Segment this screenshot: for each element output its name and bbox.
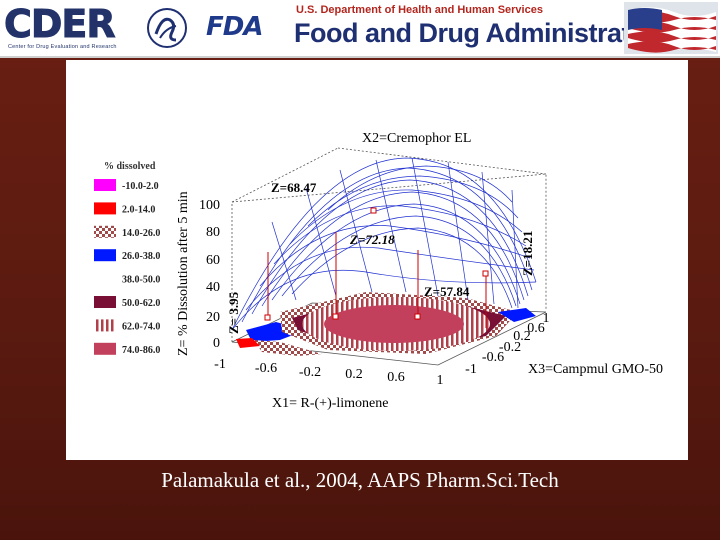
z-tick-label: 40 [206, 280, 220, 295]
legend-swatch [94, 179, 116, 191]
contour-red-left [236, 338, 260, 348]
z-tick-label: 0 [213, 336, 220, 351]
z-tick-label: 80 [206, 225, 220, 240]
z-ticks: 0 20 40 60 80 100 [199, 198, 220, 351]
x-tick-label: -0.6 [255, 361, 277, 376]
drop-lines [267, 232, 487, 328]
citation-caption: Palamakula et al., 2004, AAPS Pharm.Sci.… [161, 468, 559, 492]
x-ticks: -1 -0.6 -0.2 0.2 0.6 1 [214, 357, 443, 388]
y-tick-label: 0.2 [513, 329, 531, 344]
y-tick-label: -0.2 [499, 340, 521, 355]
y-tick-label: -1 [465, 362, 477, 377]
x-tick-label: 0.6 [387, 370, 405, 385]
legend-swatch [94, 249, 116, 262]
legend-swatch [94, 296, 116, 308]
legend-swatch [94, 319, 116, 332]
floor-contours [236, 292, 536, 356]
y-tick-label: 0.6 [527, 321, 545, 336]
annotation-z-18-21: Z=18.21 [520, 231, 535, 276]
cder-logo-text: CDER [4, 2, 117, 47]
legend-swatch [94, 273, 116, 285]
contour-center [324, 305, 464, 343]
legend: % dissolved -10.0-2.0 2.0-14.0 14.0-26.0 26… [94, 161, 160, 356]
cder-logo: CDER Center for Drug Evaluation and Rese… [4, 2, 134, 54]
annotation-z-68-47: Z=68.47 [271, 180, 317, 195]
hhs-department-text: U.S. Department of Health and Human Serv… [296, 4, 543, 16]
annotation-z-72-18: Z=72.18 [349, 232, 395, 247]
legend-swatch [94, 342, 116, 355]
z-tick-label: 20 [206, 310, 220, 325]
annotation-z-57-84: Z=57.84 [424, 284, 470, 299]
cder-subtitle: Center for Drug Evaluation and Research [8, 44, 117, 50]
header-banner: CDER Center for Drug Evaluation and Rese… [0, 0, 720, 58]
z-axis-label: Z= % Dissolution after 5 min [176, 191, 191, 356]
x-tick-label: 0.2 [345, 367, 363, 382]
figure-panel: X2=Cremophor EL Z= % Dissolution after 5… [66, 60, 688, 460]
legend-label: 38.0-50.0 [122, 275, 160, 286]
x-tick-label: -0.2 [299, 365, 321, 380]
legend-label: -10.0-2.0 [122, 181, 159, 192]
contour-checker-left [254, 340, 322, 356]
y-tick-label: -0.6 [482, 350, 504, 365]
z-tick-label: 60 [206, 253, 220, 268]
agency-name: Food and Drug Administration [294, 18, 669, 48]
legend-label: 50.0-62.0 [122, 298, 160, 309]
annotation-z-3-95: Z= 3.95 [226, 291, 241, 334]
legend-title: % dissolved [104, 161, 156, 172]
design-points [264, 207, 489, 321]
legend-items: -10.0-2.0 2.0-14.0 14.0-26.0 26.0-38.0 38.0-… [94, 179, 160, 356]
fda-logo: FDA [206, 12, 263, 42]
chart-title: X2=Cremophor EL [362, 131, 471, 146]
x-tick-label: -1 [214, 357, 226, 372]
x-axis-label: X1= R-(+)-limonene [272, 396, 388, 411]
surface-mesh [231, 157, 537, 331]
us-flag-icon [624, 2, 718, 54]
y-tick-label: 1 [543, 311, 550, 326]
legend-label: 26.0-38.0 [122, 251, 160, 262]
surface-plot: X2=Cremophor EL Z= % Dissolution after 5… [94, 131, 663, 411]
legend-swatch [94, 202, 116, 215]
y-ticks: -1 -0.6 -0.2 0.2 0.6 1 [465, 311, 549, 377]
legend-label: 14.0-26.0 [122, 228, 160, 239]
legend-swatch [94, 225, 116, 238]
z-tick-label: 100 [199, 198, 220, 213]
x-tick-label: 1 [437, 373, 444, 388]
legend-label: 62.0-74.0 [122, 321, 160, 332]
y-axis-label: X3=Campmul GMO-50 [528, 362, 663, 377]
hhs-eagle-icon [147, 8, 187, 48]
legend-label: 74.0-86.0 [122, 345, 160, 356]
legend-label: 2.0-14.0 [122, 204, 155, 215]
contour-blue-right [498, 308, 536, 322]
